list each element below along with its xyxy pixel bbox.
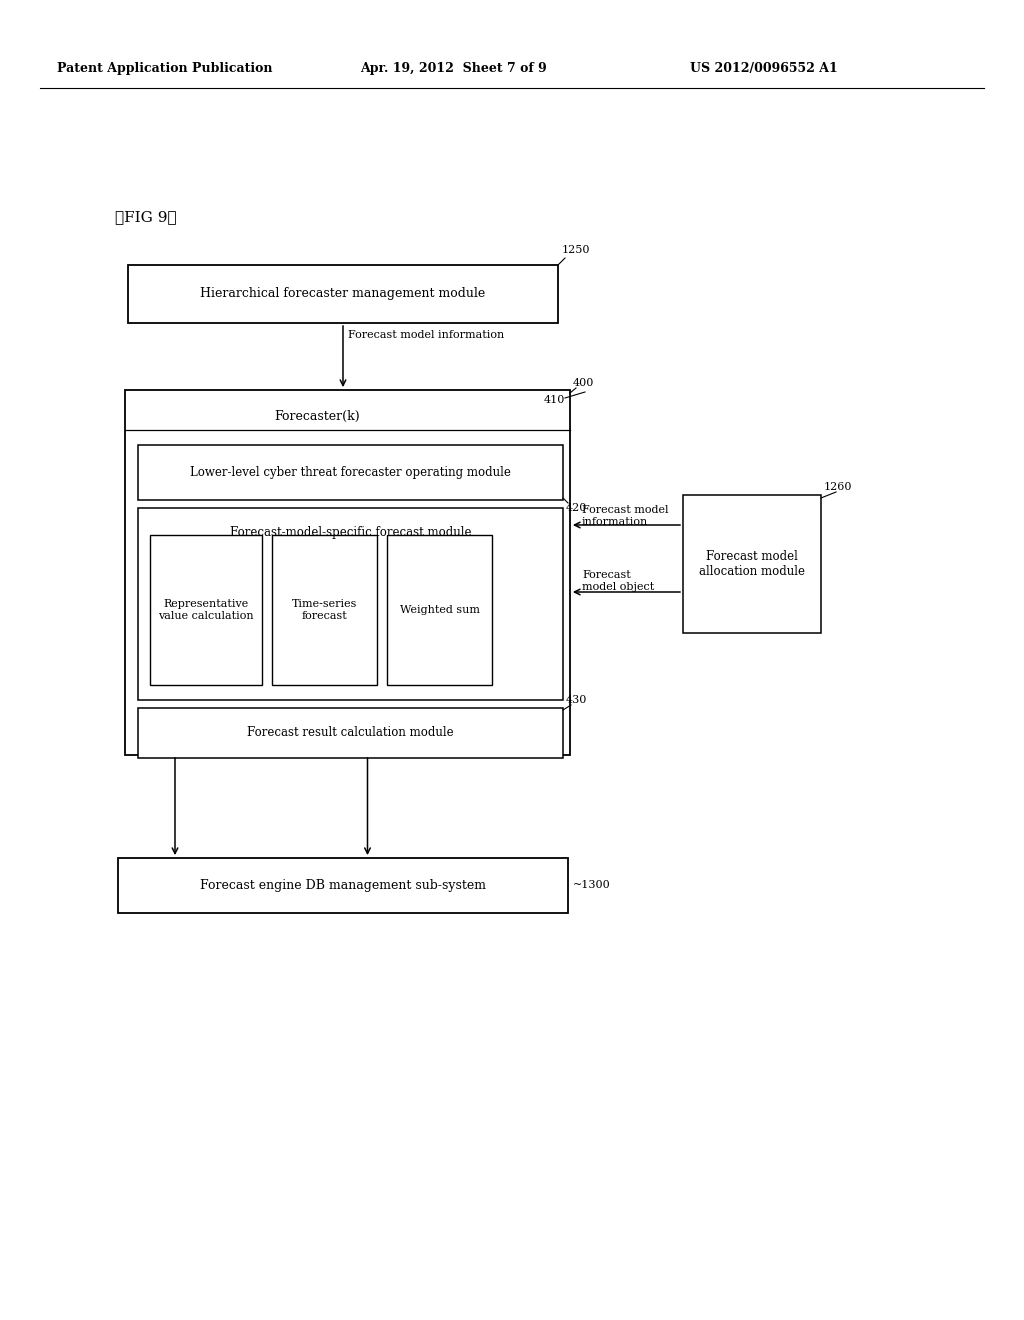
FancyBboxPatch shape (138, 708, 563, 758)
FancyBboxPatch shape (272, 535, 377, 685)
Text: 【FIG 9】: 【FIG 9】 (115, 210, 176, 224)
Text: 400: 400 (573, 378, 594, 388)
Text: Forecast
model object: Forecast model object (582, 570, 654, 591)
Text: Patent Application Publication: Patent Application Publication (57, 62, 272, 75)
FancyBboxPatch shape (128, 265, 558, 323)
Text: Apr. 19, 2012  Sheet 7 of 9: Apr. 19, 2012 Sheet 7 of 9 (360, 62, 547, 75)
Text: Representative
value calculation: Representative value calculation (158, 599, 254, 620)
FancyBboxPatch shape (150, 535, 262, 685)
Text: US 2012/0096552 A1: US 2012/0096552 A1 (690, 62, 838, 75)
FancyBboxPatch shape (683, 495, 821, 634)
Text: Forecast engine DB management sub-system: Forecast engine DB management sub-system (200, 879, 486, 892)
Text: 430: 430 (566, 696, 588, 705)
Text: 1250: 1250 (562, 246, 591, 255)
Text: 410: 410 (544, 395, 565, 405)
Text: Forecast-model-specific forecast module: Forecast-model-specific forecast module (229, 525, 471, 539)
Text: Forecaster(k): Forecaster(k) (274, 411, 360, 422)
Text: Hierarchical forecaster management module: Hierarchical forecaster management modul… (201, 288, 485, 301)
Text: 420: 420 (566, 503, 588, 513)
Text: ~1300: ~1300 (573, 880, 610, 891)
FancyBboxPatch shape (387, 535, 492, 685)
Text: Forecast result calculation module: Forecast result calculation module (247, 726, 454, 739)
Text: Forecast model information: Forecast model information (348, 330, 504, 341)
Text: Time-series
forecast: Time-series forecast (292, 599, 357, 620)
Text: Lower-level cyber threat forecaster operating module: Lower-level cyber threat forecaster oper… (190, 466, 511, 479)
FancyBboxPatch shape (138, 445, 563, 500)
Text: Forecast model
allocation module: Forecast model allocation module (699, 550, 805, 578)
Text: 1260: 1260 (824, 482, 853, 492)
FancyBboxPatch shape (125, 389, 570, 755)
FancyBboxPatch shape (138, 508, 563, 700)
Text: Forecast model
information: Forecast model information (582, 506, 669, 527)
FancyBboxPatch shape (118, 858, 568, 913)
Text: Weighted sum: Weighted sum (399, 605, 479, 615)
